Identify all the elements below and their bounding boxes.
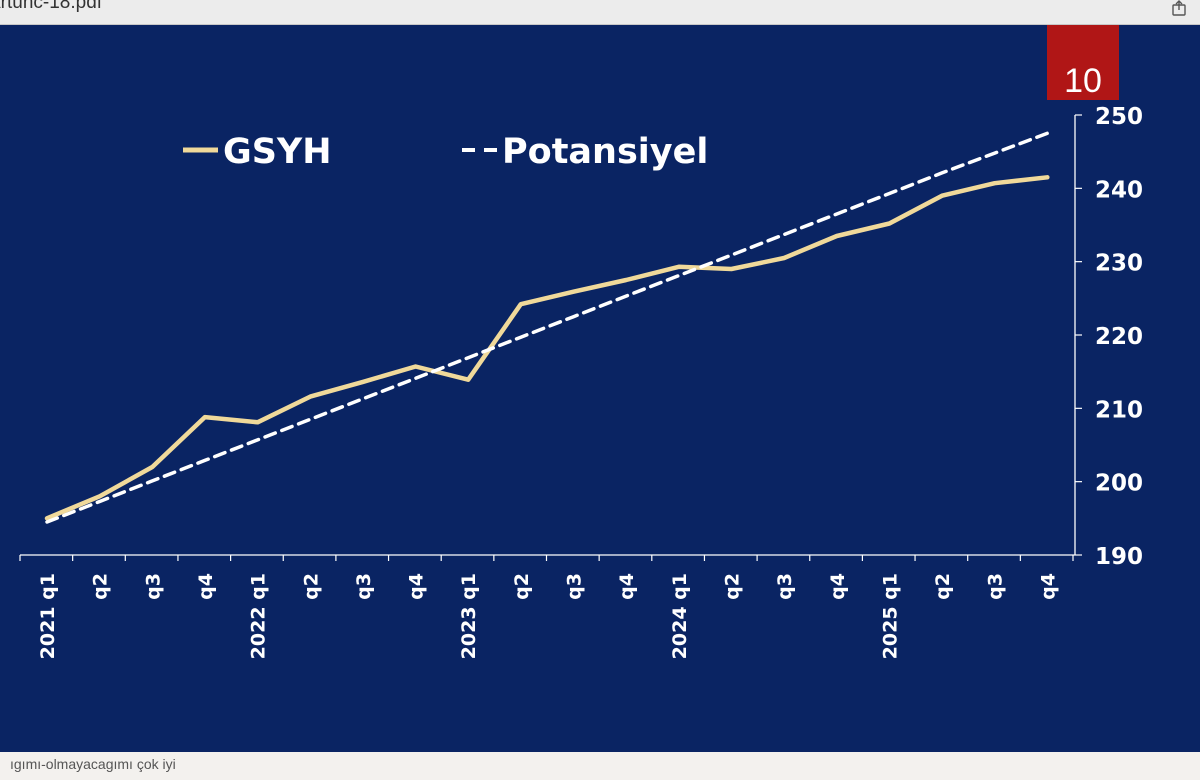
- x-tick-label: q2: [90, 573, 112, 600]
- y-tick-label: 250: [1095, 104, 1143, 130]
- y-tick-label: 230: [1095, 251, 1143, 277]
- gdp-line-chart: 190 200 210 220 230 240 250 2021 q1 q2 q3 q4 2022 q…: [19, 104, 1143, 659]
- x-tick-label: 2022 q1: [248, 573, 270, 659]
- x-tick-label: q2: [300, 573, 322, 600]
- x-tick-label: q2: [932, 573, 954, 600]
- series-line-gsyh: [44, 175, 1050, 521]
- y-tick-label: 240: [1095, 177, 1143, 203]
- x-tick-label: q4: [195, 573, 217, 600]
- x-tick-label: q4: [616, 573, 638, 600]
- x-tick-label: q2: [511, 573, 533, 600]
- file-name-label: Artunc-18.pdf: [0, 0, 103, 13]
- next-page-preview: ıgımı-olmayacagımı çok iyi: [0, 752, 1200, 780]
- x-tick-label: q4: [827, 573, 849, 600]
- legend-label-gsyh: GSYH: [223, 132, 332, 172]
- x-tick-label: q4: [406, 573, 428, 600]
- x-tick-label: q3: [564, 573, 586, 600]
- legend-label-potansiyel: Potansiyel: [502, 132, 708, 172]
- share-icon[interactable]: [1168, 0, 1190, 16]
- x-tick-label: 2023 q1: [458, 573, 480, 659]
- y-tick-label: 190: [1095, 544, 1143, 570]
- x-tick-label: q2: [721, 573, 743, 600]
- x-tick-label: q4: [1037, 573, 1059, 600]
- x-tick-label: q3: [985, 573, 1007, 600]
- x-tick-label: 2024 q1: [669, 573, 691, 659]
- y-tick-label: 200: [1095, 471, 1143, 497]
- series-line-potansiyel: [45, 131, 1050, 524]
- preview-text: ıgımı-olmayacagımı çok iyi: [10, 756, 176, 772]
- x-tick-label: q3: [774, 573, 796, 600]
- pdf-viewer-titlebar: Artunc-18.pdf: [0, 0, 1200, 25]
- x-tick-label: q3: [142, 573, 164, 600]
- x-tick-label: 2025 q1: [879, 573, 901, 659]
- y-tick-label: 220: [1095, 324, 1143, 350]
- x-tick-label: 2021 q1: [37, 573, 59, 659]
- presentation-slide: 190 200 210 220 230 240 250 2021 q1 q2 q3 q4 2022 q…: [0, 25, 1200, 752]
- page-number-badge: 10: [1047, 25, 1119, 100]
- y-tick-label: 210: [1095, 397, 1143, 423]
- x-tick-label: q3: [353, 573, 375, 600]
